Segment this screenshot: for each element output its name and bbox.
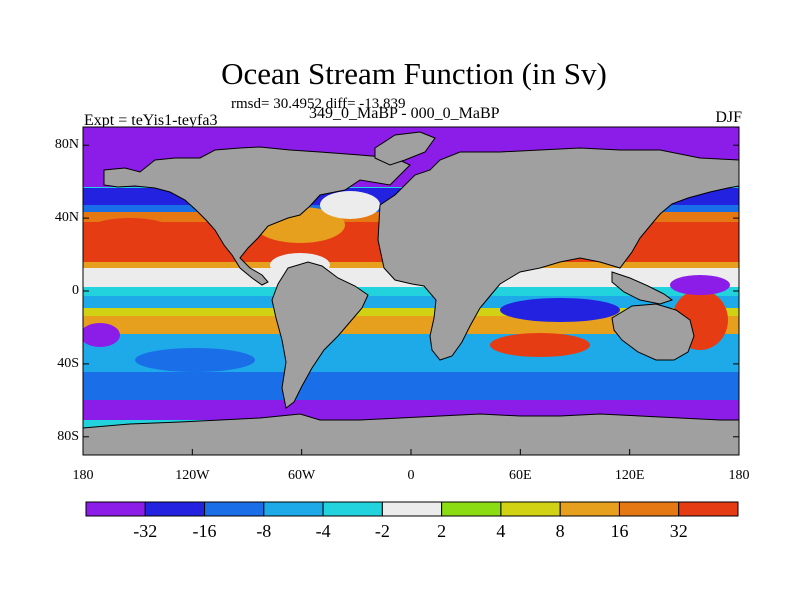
x-tick-label: 60E (509, 468, 532, 483)
x-tick-label: 180 (728, 468, 750, 483)
south-pacific-low (83, 323, 120, 347)
y-tick-label: 80S (57, 428, 79, 444)
y-tick-label: 80N (54, 137, 79, 153)
colorbar-swatch (441, 501, 502, 517)
colorbar-swatch (500, 501, 561, 517)
colorbar-label: -16 (192, 521, 217, 541)
colorbar-swatch (85, 501, 146, 517)
colorbar-swatch (204, 501, 265, 517)
colorbar-swatch (322, 501, 383, 517)
north-america (103, 146, 411, 286)
colorbar-swatch (559, 501, 620, 517)
colorbar-swatch (381, 501, 443, 517)
colorbar-label: -32 (133, 521, 158, 541)
colorbar-label: 32 (669, 521, 688, 541)
colorbar-swatch (144, 501, 206, 517)
colorbar-label: -8 (256, 521, 272, 541)
indian-ocean-low (500, 298, 620, 322)
x-tick-label: 180 (72, 468, 94, 483)
x-tick-label: 60W (288, 468, 316, 483)
y-tick-label: 0 (72, 283, 79, 298)
colorbar-label: 4 (496, 521, 506, 541)
y-tick-label: 40N (54, 210, 79, 226)
colorbar-label: -4 (315, 521, 331, 541)
eurasia-africa (377, 147, 739, 361)
land-masses (83, 131, 739, 455)
antarctica (83, 413, 739, 455)
colorbar-label: 8 (555, 521, 565, 541)
north-atlantic-patch (320, 191, 380, 219)
y-tick-label: 40S (57, 355, 79, 371)
x-tick-label: 120W (175, 468, 210, 483)
period-label: 349_0_MaBP - 000_0_MaBP (309, 105, 500, 122)
greenland (374, 131, 436, 166)
southeast-asia (611, 271, 674, 305)
south-america (271, 261, 369, 409)
west-pacific-low (670, 275, 730, 295)
colorbar-swatch (618, 501, 680, 517)
colorbar-label: -2 (374, 521, 390, 541)
experiment-label: Expt = teYis1-teyfa3 (84, 112, 218, 129)
south-pacific-low-2 (135, 348, 255, 372)
pacific-gyre (83, 218, 185, 262)
colorbar-label: 16 (610, 521, 629, 541)
stats-label: rmsd= 30.4952 diff= -13.839 (231, 96, 406, 112)
australia (611, 303, 695, 361)
colorbar-swatch (263, 501, 324, 517)
colorbar-swatch (678, 501, 739, 517)
equatorial-band-2 (83, 287, 739, 297)
indian-ocean-high (490, 333, 590, 357)
figure-title: Ocean Stream Function (in Sv) (221, 56, 607, 91)
x-tick-label: 120E (614, 468, 645, 483)
x-tick-label: 0 (407, 468, 415, 483)
colorbar (85, 501, 739, 517)
season-label: DJF (715, 109, 742, 126)
colorbar-label: 2 (437, 521, 447, 541)
